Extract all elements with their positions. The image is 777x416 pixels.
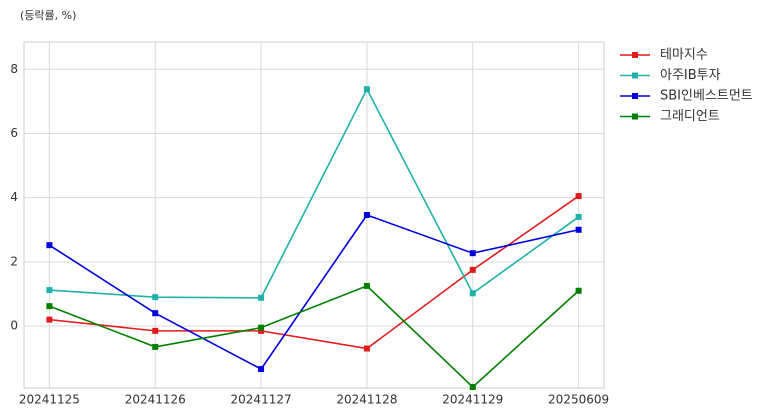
x-tick-label: 20250609 [548, 393, 609, 407]
marker [46, 287, 53, 294]
x-tick-label: 20241127 [231, 393, 292, 407]
marker [258, 324, 265, 331]
legend-label: SBI인베스트먼트 [660, 89, 753, 104]
marker [575, 287, 582, 294]
marker [469, 290, 476, 297]
legend-label: 테마지수 [660, 48, 708, 63]
series-line [49, 285, 580, 389]
marker [258, 294, 265, 301]
x-tick-label: 20241128 [336, 393, 397, 407]
x-tick-label: 20241126 [125, 393, 186, 407]
series-line [48, 214, 579, 371]
legend-marker [632, 113, 638, 120]
marker [152, 294, 159, 301]
marker [258, 327, 265, 334]
legend-marker [632, 72, 638, 79]
marker [152, 327, 159, 334]
series-line [49, 87, 580, 299]
x-tick-label: 20241125 [19, 393, 80, 407]
marker [46, 242, 53, 249]
x-tick-label: 20241129 [442, 393, 503, 407]
y-tick-label: 0 [10, 319, 18, 333]
marker [469, 250, 476, 257]
marker [575, 193, 582, 200]
marker [575, 213, 582, 220]
y-tick-label: 2 [10, 254, 18, 268]
marker [46, 316, 53, 323]
marker [363, 212, 370, 218]
plot-area [23, 41, 605, 389]
y-tick-label: 4 [10, 190, 18, 204]
marker [363, 86, 370, 93]
marker [152, 310, 159, 317]
y-tick-label: 8 [10, 62, 18, 76]
legend-marker [632, 52, 638, 58]
marker [363, 345, 370, 352]
legend-label: 아주IB투자 [660, 68, 721, 83]
marker [258, 366, 265, 373]
y-tick-label: 6 [10, 126, 18, 140]
legend-label: 그래디언트 [660, 109, 720, 124]
legend-marker [632, 93, 638, 99]
marker [469, 384, 476, 391]
marker [363, 282, 370, 289]
marker [46, 303, 53, 310]
marker [469, 266, 476, 273]
series-line [49, 195, 580, 350]
marker [575, 226, 582, 233]
marker [152, 343, 159, 350]
y-axis-label: (등락률, %) [20, 9, 76, 22]
